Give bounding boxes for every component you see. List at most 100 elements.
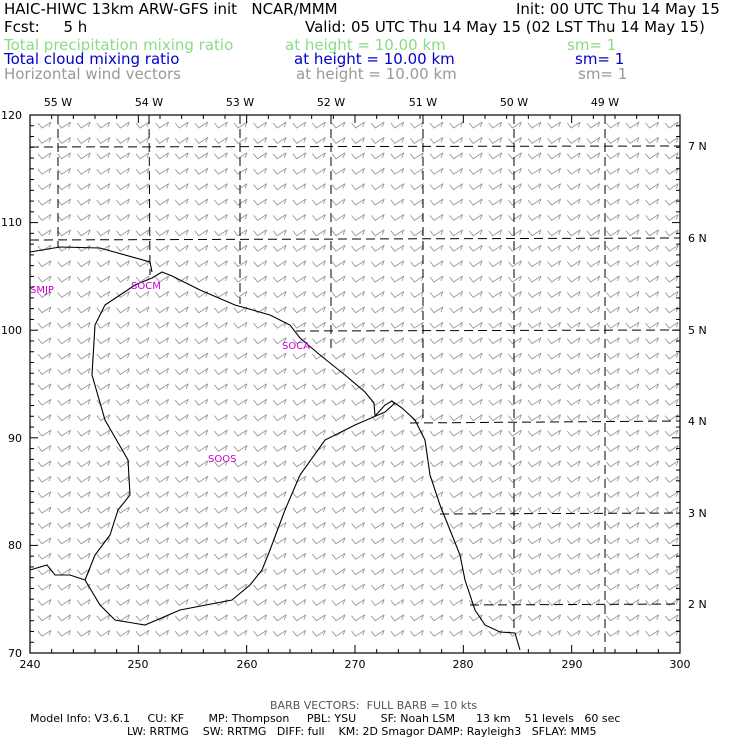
wind-barb: [488, 445, 503, 453]
wind-barb: [155, 321, 170, 329]
wind-barb: [135, 337, 150, 345]
wind-barb: [174, 522, 189, 530]
wind-barb: [566, 460, 581, 468]
wind-barb: [586, 491, 601, 499]
wind-barb: [312, 121, 326, 129]
wind-barb: [606, 275, 620, 283]
wind-barb: [331, 352, 346, 360]
wind-barb: [37, 198, 52, 206]
wind-barb: [586, 291, 601, 299]
wind-barb: [37, 506, 52, 514]
wind-barb: [76, 614, 91, 622]
wind-barb: [76, 275, 91, 283]
wind-barb: [586, 368, 601, 376]
wind-barb: [370, 629, 385, 637]
wind-barb: [566, 522, 581, 530]
wind-barb: [527, 506, 542, 514]
wind-barb: [312, 137, 326, 145]
wind-barb: [449, 229, 464, 237]
wind-barb: [57, 121, 72, 129]
wind-barb: [527, 475, 542, 483]
wind-barb: [527, 522, 542, 530]
wind-barb: [508, 414, 522, 422]
wind-barb: [429, 368, 444, 376]
wind-barb: [292, 614, 307, 622]
field-sm-wind: sm= 1: [578, 65, 628, 83]
wind-barb: [37, 629, 52, 637]
wind-barb: [214, 583, 228, 591]
wind-barb: [370, 583, 385, 591]
wind-barb: [57, 614, 72, 622]
wind-barb: [76, 537, 91, 545]
wind-barb: [645, 152, 660, 160]
wind-barb: [390, 491, 405, 499]
wind-barb: [174, 583, 189, 591]
wind-barb: [233, 352, 248, 360]
wind-barb: [155, 629, 170, 637]
wind-barb: [194, 321, 209, 329]
wind-barb: [410, 337, 424, 345]
wind-barb: [135, 321, 150, 329]
wind-barb: [488, 599, 503, 607]
wind-barb: [37, 599, 52, 607]
wind-barb: [194, 491, 209, 499]
wind-barb: [429, 445, 444, 453]
wind-barb: [37, 121, 52, 129]
wind-barb: [488, 398, 503, 406]
wind-barb: [508, 229, 522, 237]
wind-barb: [429, 398, 444, 406]
wind-barb: [429, 629, 444, 637]
wind-barb: [272, 306, 287, 314]
wind-barb: [586, 475, 601, 483]
wind-barb: [96, 198, 111, 206]
wind-barb: [272, 337, 287, 345]
wind-barb: [116, 306, 130, 314]
wind-barb: [547, 321, 562, 329]
wind-barb: [449, 167, 464, 175]
wind-barb: [390, 137, 405, 145]
wind-barb: [174, 398, 189, 406]
wind-barb: [116, 445, 130, 453]
wind-barb: [135, 475, 150, 483]
wind-barb: [410, 445, 424, 453]
wind-barb: [57, 491, 72, 499]
wind-barb: [449, 306, 464, 314]
wind-barb: [214, 321, 228, 329]
wind-barb: [174, 429, 189, 437]
wind-barb: [351, 398, 366, 406]
wind-barb: [410, 506, 424, 514]
wind-barb: [351, 214, 366, 222]
wind-barb: [351, 568, 366, 576]
wind-barb: [194, 198, 209, 206]
wind-barb: [625, 398, 640, 406]
wind-barb: [174, 537, 189, 545]
wind-barb: [370, 244, 385, 252]
wind-barb: [76, 445, 91, 453]
wind-barb: [96, 491, 111, 499]
wind-barb: [174, 306, 189, 314]
wind-barb: [57, 260, 72, 268]
wind-barb: [174, 229, 189, 237]
wind-barb: [468, 321, 483, 329]
wind-barb: [272, 260, 287, 268]
wind-barb: [547, 229, 562, 237]
wind-barb: [351, 337, 366, 345]
wind-barb: [174, 383, 189, 391]
wind-barb: [155, 445, 170, 453]
wind-barb: [527, 229, 542, 237]
wind-barb: [488, 183, 503, 191]
wind-barb: [351, 167, 366, 175]
wind-barb: [390, 614, 405, 622]
lon-label: 50 W: [500, 96, 528, 109]
wind-barb: [233, 275, 248, 283]
wind-barb: [76, 599, 91, 607]
wind-barb: [645, 599, 660, 607]
wind-barb: [664, 183, 679, 191]
wind-barb: [468, 198, 483, 206]
wind-barb: [135, 568, 150, 576]
wind-barb: [96, 383, 111, 391]
wind-barb: [116, 137, 130, 145]
wind-barb: [214, 460, 228, 468]
wind-barb: [116, 475, 130, 483]
wind-barb: [468, 383, 483, 391]
